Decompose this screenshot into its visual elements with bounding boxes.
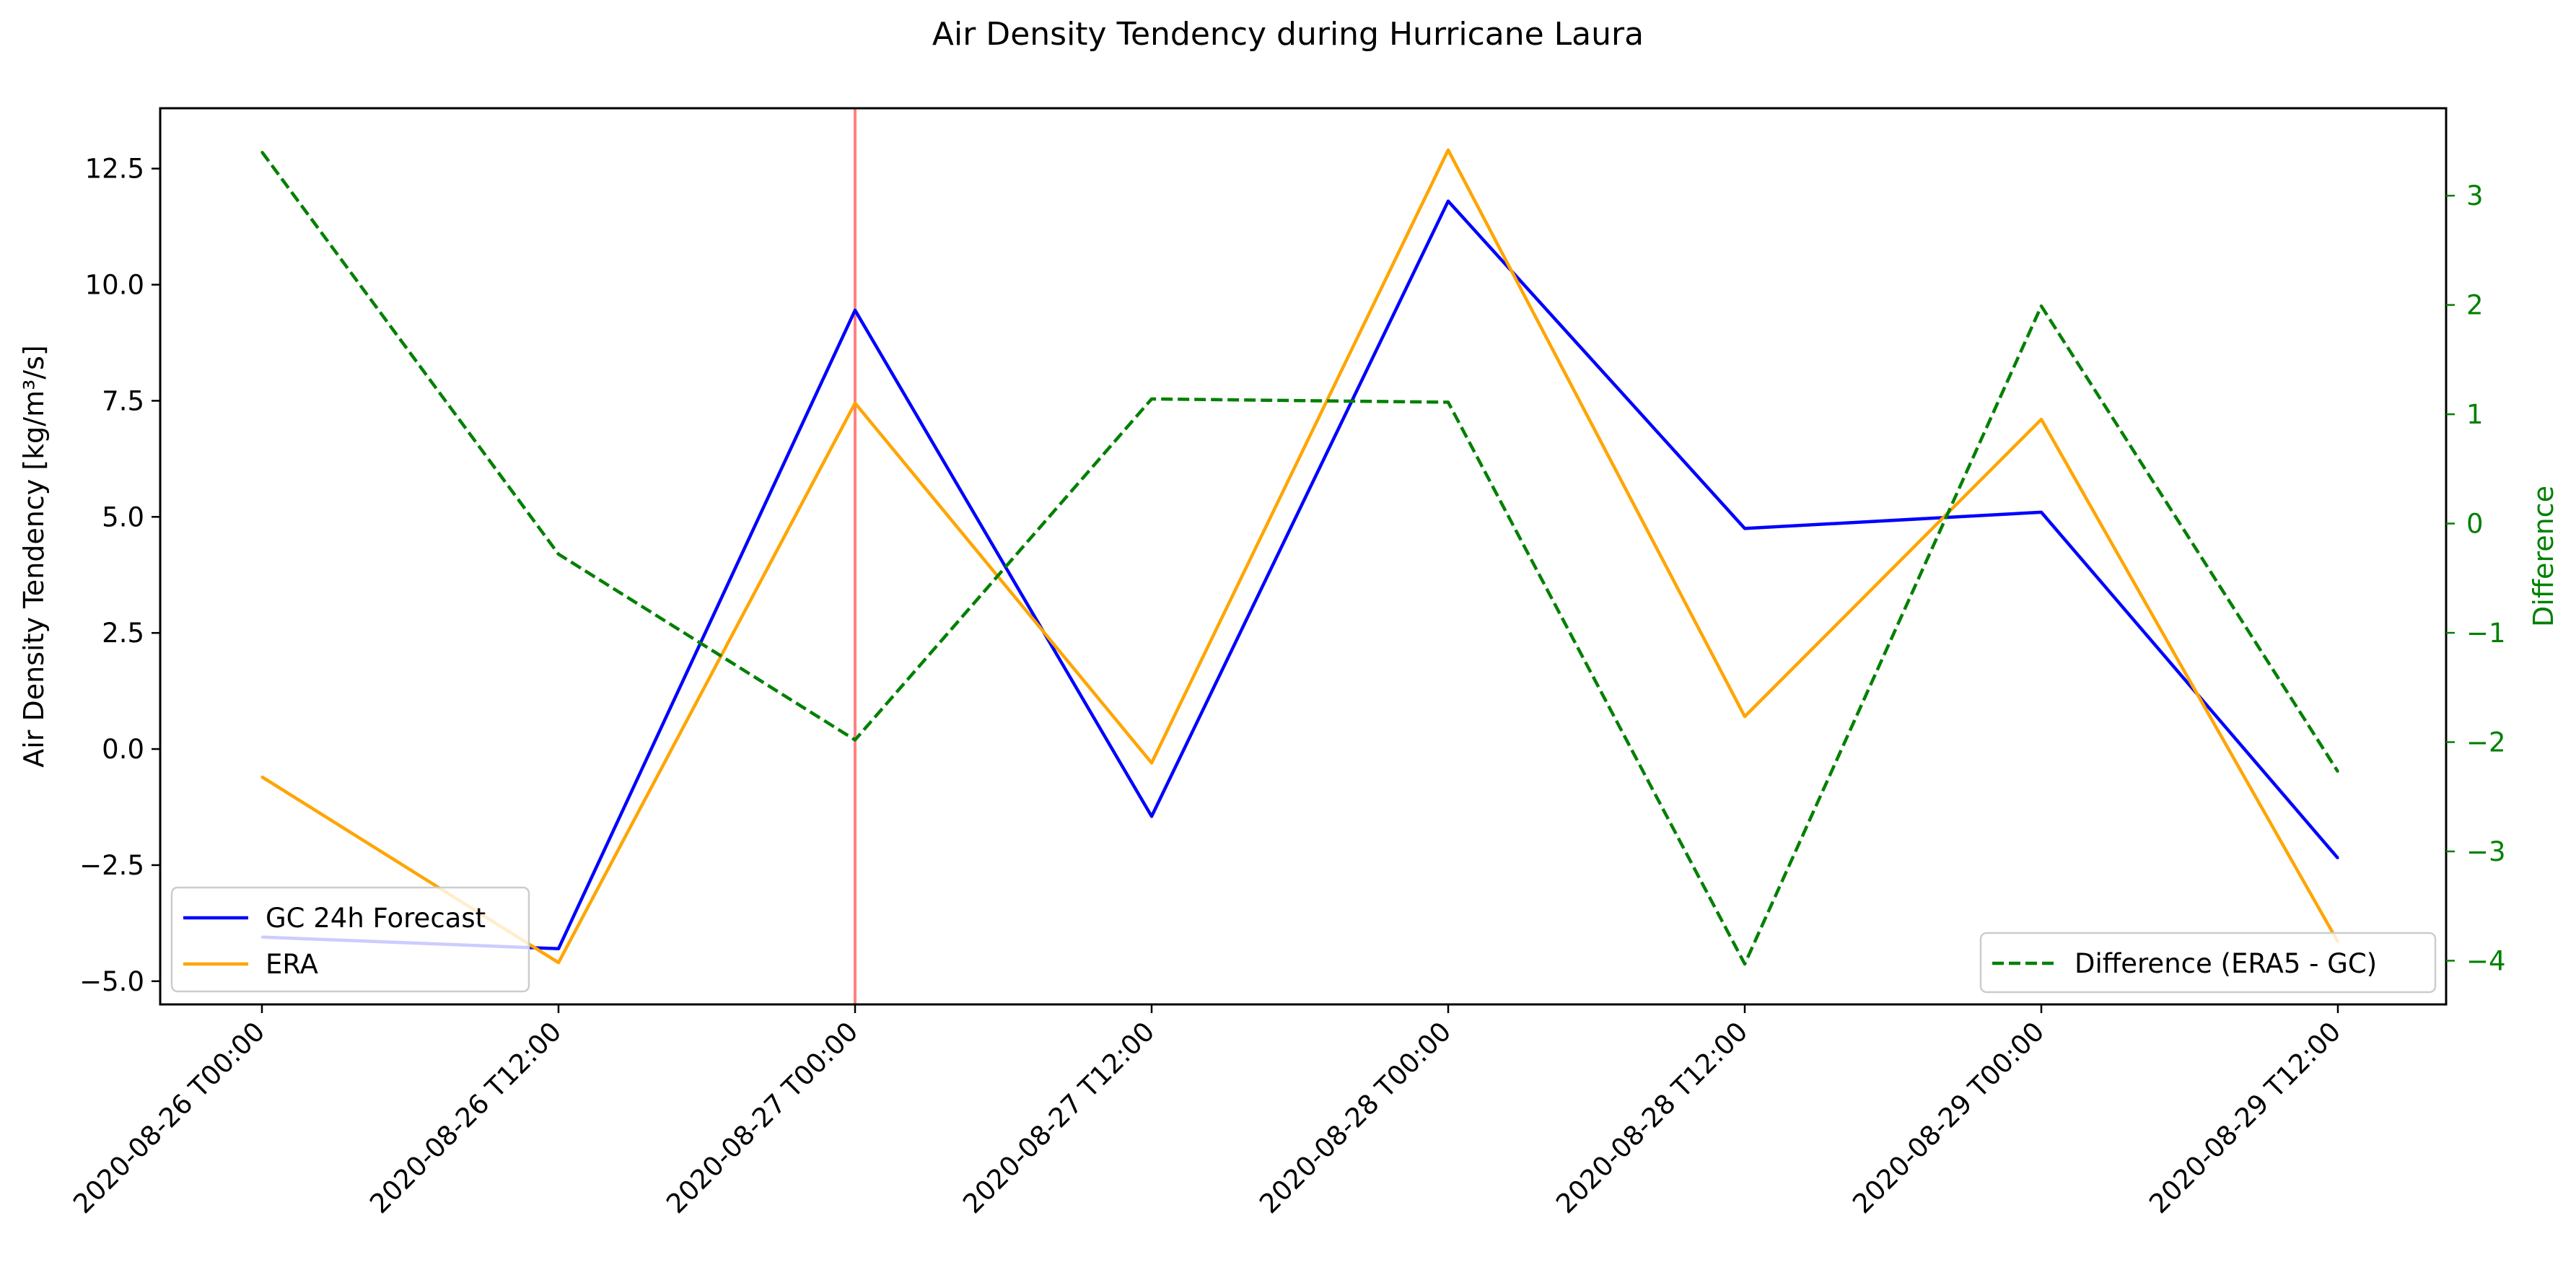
y-tick-label-right: 1 <box>2466 399 2484 430</box>
y-tick-label-left: −2.5 <box>79 850 144 881</box>
data-point-series-3 <box>2040 304 2043 307</box>
data-point-series-1 <box>854 309 857 312</box>
y-tick-label-left: −5.0 <box>79 966 144 997</box>
data-point-series-3 <box>1447 400 1450 403</box>
y-tick-label-left: 7.5 <box>102 385 144 416</box>
data-point-series-3 <box>854 738 857 741</box>
y-tick-label-right: −1 <box>2466 618 2506 649</box>
data-point-series-1 <box>2336 856 2339 859</box>
x-tick-label: 2020-08-28 T12:00 <box>1550 1016 1753 1219</box>
series-line-1 <box>261 199 2339 951</box>
x-tick-label: 2020-08-27 T12:00 <box>957 1016 1160 1219</box>
x-tick-label: 2020-08-27 T00:00 <box>660 1016 864 1219</box>
y-axis-label-left: Air Density Tendency [kg/m³/s] <box>18 345 50 768</box>
y-tick-label-right: −2 <box>2466 727 2506 758</box>
y-tick-label-left: 12.5 <box>85 154 144 185</box>
y-tick-label-left: 0.0 <box>102 734 144 765</box>
y-tick-label-left: 5.0 <box>102 501 144 533</box>
x-tick-label: 2020-08-29 T00:00 <box>1846 1016 2050 1219</box>
x-tick-label: 2020-08-26 T00:00 <box>67 1016 271 1219</box>
legend-entry-label: GC 24h Forecast <box>266 903 486 934</box>
data-point-series-1 <box>1743 527 1746 530</box>
chart-marks <box>260 108 2339 1004</box>
legend-right: Difference (ERA5 - GC) <box>1979 932 2437 994</box>
legend-box <box>170 886 530 993</box>
plot-frame <box>159 107 2448 1006</box>
data-point-series-3 <box>260 151 263 154</box>
y-tick-label-left: 10.0 <box>85 270 144 301</box>
data-point-series-2 <box>1743 715 1746 718</box>
data-point-series-2 <box>1150 761 1153 764</box>
data-point-series-2 <box>1447 149 1450 152</box>
y-tick-label-right: −4 <box>2466 945 2506 976</box>
data-point-series-3 <box>1743 963 1746 965</box>
legend-box <box>1979 932 2437 994</box>
y-tick-label-left: 2.5 <box>102 618 144 649</box>
legend-entry-label: ERA <box>266 949 318 980</box>
chart-title: Air Density Tendency during Hurricane La… <box>932 16 1644 53</box>
data-point-series-3 <box>1150 398 1153 400</box>
y-tick-label-right: 0 <box>2466 509 2484 540</box>
data-point-series-3 <box>557 553 560 556</box>
data-point-series-1 <box>1447 200 1450 203</box>
data-point-series-2 <box>260 776 263 779</box>
y-tick-label-right: 3 <box>2466 180 2484 211</box>
y-tick-label-right: −3 <box>2466 836 2506 867</box>
data-point-series-1 <box>1150 815 1153 818</box>
series-line-2 <box>260 148 2339 965</box>
y-tick-label-right: 2 <box>2466 290 2484 321</box>
data-point-series-1 <box>2040 511 2043 514</box>
series-line-3 <box>260 151 2339 966</box>
x-tick-label: 2020-08-29 T12:00 <box>2143 1016 2347 1219</box>
data-point-series-2 <box>557 961 560 964</box>
data-point-series-2 <box>2040 418 2043 421</box>
x-tick-label: 2020-08-28 T00:00 <box>1253 1016 1457 1219</box>
data-point-series-1 <box>557 947 560 950</box>
x-tick-label: 2020-08-26 T12:00 <box>364 1016 567 1219</box>
data-point-series-2 <box>854 402 857 405</box>
data-point-series-3 <box>2336 770 2339 773</box>
legend-left: GC 24h Forecast ERA <box>170 886 530 993</box>
y-axis-label-right: Difference <box>2528 486 2559 627</box>
legend-entry-label: Difference (ERA5 - GC) <box>2075 948 2377 979</box>
